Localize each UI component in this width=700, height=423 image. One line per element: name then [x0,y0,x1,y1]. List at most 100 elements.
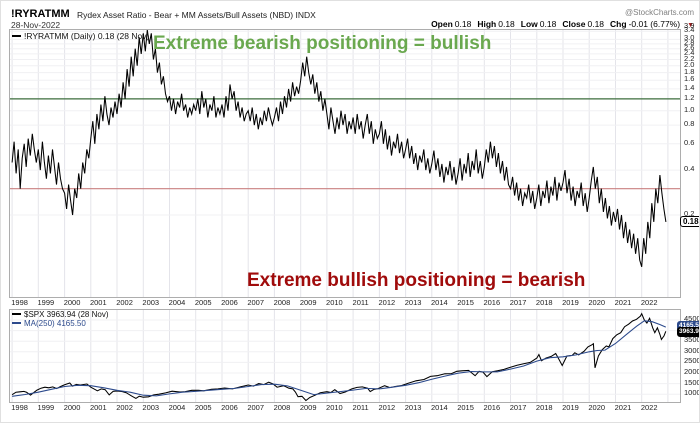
series-ryratmm [11,29,667,267]
lower-y-axis-label: 2000 [684,366,700,376]
main-x-axis-label: 1998 [11,298,28,307]
main-y-axis-label: 1.4 [684,82,695,92]
main-x-axis-label: 2005 [194,298,212,307]
lower-x-axis-label: 1999 [37,403,55,412]
main-y-axis-label: 2.8 [684,37,695,47]
main-x-axis-label: 2014 [430,298,448,307]
spx-chart-plot [9,309,681,403]
main-y-axis-label: 1.2 [684,92,695,102]
lower-x-axis-label: 2017 [509,403,527,412]
change-label: Chg [610,19,627,29]
lower-x-axis-label: 2014 [430,403,448,412]
spx-legend-label: $SPX 3963.94 (28 Nov) [24,310,109,319]
lower-x-axis-label: 2004 [168,403,186,412]
lower-x-axis-label: 2005 [194,403,212,412]
spx-legend: $SPX 3963.94 (28 Nov) [12,310,109,319]
lower-x-axis-label: 2012 [378,403,396,412]
lower-x-axis-label: 2019 [562,403,579,412]
quote-strip: Open 0.18 High 0.18 Low 0.18 Close 0.18 Chg -0.01… [431,19,694,29]
lower-x-axis-label: 2009 [299,403,317,412]
lower-x-axis-label: 2001 [89,403,107,412]
lower-y-axis-label: 2500 [684,356,700,366]
main-x-axis-label: 2012 [378,298,396,307]
main-chart-plot [9,29,681,298]
main-y-axis-label: 1.8 [684,66,695,76]
low-value: 0.18 [539,19,557,29]
series-ma250 [12,320,667,397]
main-x-axis-label: 2013 [404,298,422,307]
main-x-axis-label: 2009 [299,298,317,307]
line-marker-icon [12,34,21,37]
main-x-axis-label: 2003 [142,298,160,307]
annotation-bearish-positioning: Extreme bearish positioning = bullish [153,33,492,54]
spx-value-box: 3963.94 [677,326,699,337]
main-y-axis-label: 2.4 [684,47,695,57]
main-x-axis-label: 2020 [588,298,606,307]
main-y-axis-label: 0.4 [684,164,695,174]
last-value-box: 0.18 [680,215,699,227]
ma-legend: MA(250) 4165.50 [12,319,86,328]
lower-y-axis-label: 3000 [684,345,700,355]
lower-x-axis-label: 2008 [273,403,291,412]
main-y-axis-label: 3.4 [684,25,695,35]
lower-x-axis-label: 2021 [614,403,632,412]
symbol: !RYRATMM [11,8,70,20]
main-x-axis-label: 2022 [640,298,658,307]
lower-y-axis-label: 3500 [684,335,700,345]
lower-x-axis-label: 2015 [457,403,474,412]
main-x-axis-label: 2016 [483,298,501,307]
lower-y-axis-label: 1500 [684,377,700,387]
main-x-axis-label: 1999 [37,298,55,307]
main-x-axis-label: 2007 [247,298,265,307]
change-value: -0.01 (6.77%) [628,19,681,29]
main-y-axis-label: 1.6 [684,74,695,84]
lower-x-axis-label: 2013 [404,403,422,412]
main-y-axis-label: 0.6 [684,137,695,147]
lower-x-axis-label: 2018 [535,403,553,412]
main-y-axis-label: 2.2 [684,53,695,63]
main-x-axis-label: 2008 [273,298,291,307]
main-y-axis-label: 3.0 [684,33,695,43]
symbol-description: Rydex Asset Ratio - Bear + MM Assets/Bul… [77,10,316,20]
stockcharts-watermark-link[interactable]: @StockCharts.com [624,8,694,17]
main-x-axis-label: 2001 [89,298,107,307]
main-x-axis-label: 2004 [168,298,186,307]
line-marker-icon [12,321,21,324]
lower-x-axis-label: 1998 [11,403,28,412]
main-x-axis-label: 2002 [116,298,133,307]
high-value: 0.18 [498,19,515,29]
main-y-axis-label: 3.9 [684,21,695,30]
main-x-axis-label: 2006 [221,298,238,307]
main-x-axis-label: 2017 [509,298,527,307]
main-x-axis-label: 2010 [326,298,343,307]
annotation-bullish-positioning: Extreme bullish positioning = bearish [247,270,586,291]
lower-y-axis-label: 4500 [684,313,700,323]
main-x-axis-label: 2015 [457,298,474,307]
main-y-axis-label: 2.6 [684,42,695,52]
open-label: Open [431,19,453,29]
close-value: 0.18 [587,19,605,29]
main-x-axis-label: 2018 [535,298,553,307]
change-down-icon: ▼ [687,22,694,29]
main-x-axis-label: 2021 [614,298,632,307]
main-y-axis-label: 0.2 [684,209,695,219]
main-y-axis-label: 1.0 [684,104,695,114]
lower-x-axis-label: 2011 [352,403,369,412]
lower-x-axis-label: 2020 [588,403,606,412]
lower-x-axis-label: 2000 [63,403,81,412]
main-y-axis-label: 0.8 [684,119,695,129]
close-label: Close [562,19,586,29]
main-y-axis-label: 2.0 [684,59,695,69]
lower-x-axis-label: 2022 [640,403,658,412]
high-label: High [477,19,497,29]
spx-chart-svg [10,310,680,402]
chart-date: 28-Nov-2022 [11,20,61,30]
lower-x-axis-label: 2003 [142,403,160,412]
lower-y-axis-label: 1000 [684,388,700,398]
ma-legend-label: MA(250) 4165.50 [24,319,86,328]
series-spx [11,312,667,402]
lower-x-axis-label: 2010 [326,403,343,412]
main-legend-label: !RYRATMM (Daily) 0.18 (28 Nov) [24,31,150,41]
lower-x-axis-label: 2006 [221,403,238,412]
